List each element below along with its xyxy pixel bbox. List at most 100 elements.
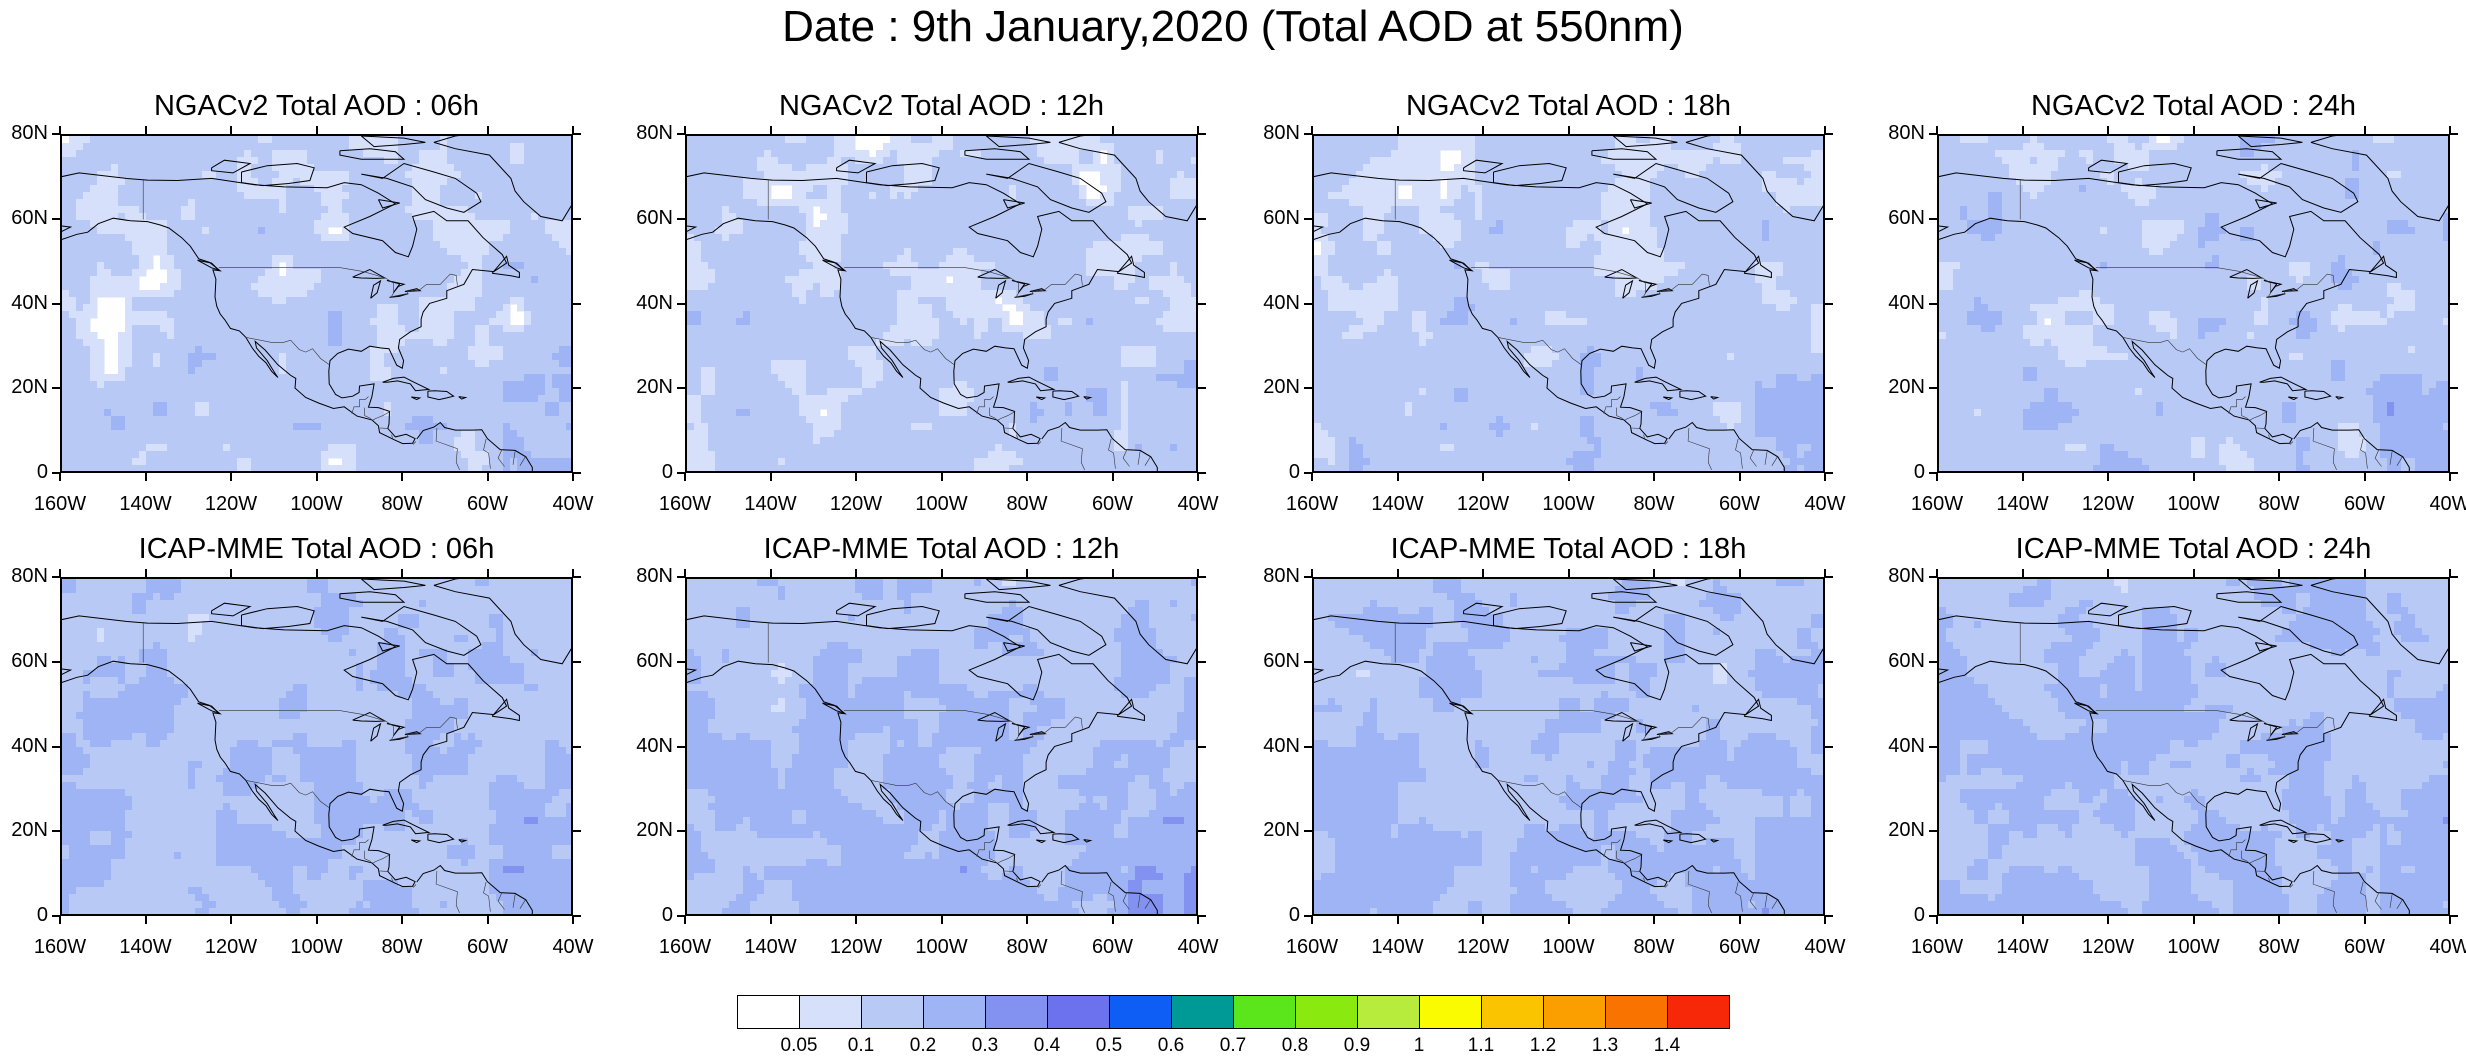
aod-cell bbox=[1163, 185, 1171, 193]
aod-cell bbox=[174, 255, 182, 263]
aod-cell bbox=[559, 388, 567, 396]
aod-cell bbox=[524, 150, 532, 158]
aod-cell bbox=[62, 241, 70, 249]
aod-cell bbox=[447, 416, 455, 424]
aod-cell bbox=[230, 381, 238, 389]
aod-cell bbox=[489, 206, 497, 214]
aod-cell bbox=[230, 220, 238, 228]
aod-cell bbox=[806, 213, 814, 221]
aod-cell bbox=[391, 339, 399, 347]
aod-cell bbox=[125, 402, 133, 410]
aod-cell bbox=[771, 143, 779, 151]
aod-cell bbox=[293, 248, 301, 256]
aod-cell bbox=[412, 269, 420, 277]
aod-cell bbox=[237, 339, 245, 347]
aod-cell bbox=[538, 304, 546, 312]
aod-cell bbox=[1065, 157, 1073, 165]
aod-cell bbox=[454, 136, 462, 144]
aod-cell bbox=[715, 185, 723, 193]
aod-cell bbox=[139, 318, 147, 326]
aod-cell bbox=[279, 437, 287, 445]
aod-cell bbox=[405, 451, 413, 459]
aod-cell bbox=[799, 220, 807, 228]
aod-cell bbox=[426, 304, 434, 312]
aod-cell bbox=[1009, 234, 1017, 242]
aod-cell bbox=[869, 185, 877, 193]
aod-cell bbox=[342, 178, 350, 186]
aod-cell bbox=[118, 416, 126, 424]
aod-cell bbox=[834, 192, 842, 200]
aod-cell bbox=[1044, 178, 1052, 186]
aod-cell bbox=[524, 227, 532, 235]
aod-cell bbox=[545, 395, 553, 403]
aod-cell bbox=[729, 171, 737, 179]
aod-cell bbox=[433, 241, 441, 249]
aod-cell bbox=[69, 402, 77, 410]
aod-cell bbox=[223, 423, 231, 431]
aod-cell bbox=[293, 262, 301, 270]
aod-cell bbox=[440, 437, 448, 445]
aod-cell bbox=[76, 437, 84, 445]
lon-tick bbox=[59, 473, 61, 481]
aod-cell bbox=[440, 311, 448, 319]
aod-cell bbox=[1142, 220, 1150, 228]
aod-cell bbox=[398, 269, 406, 277]
aod-cell bbox=[118, 346, 126, 354]
aod-cell bbox=[377, 262, 385, 270]
aod-cell bbox=[328, 276, 336, 284]
aod-cell bbox=[377, 444, 385, 452]
aod-cell bbox=[342, 325, 350, 333]
aod-cell bbox=[820, 143, 828, 151]
aod-cell bbox=[974, 192, 982, 200]
aod-cell bbox=[489, 143, 497, 151]
aod-cell bbox=[883, 192, 891, 200]
aod-cell bbox=[447, 304, 455, 312]
aod-cell bbox=[230, 143, 238, 151]
aod-cell bbox=[946, 178, 954, 186]
aod-cell bbox=[160, 360, 168, 368]
aod-cell bbox=[911, 248, 919, 256]
aod-cell bbox=[104, 402, 112, 410]
aod-cell bbox=[272, 395, 280, 403]
aod-cell bbox=[321, 199, 329, 207]
aod-cell bbox=[419, 409, 427, 417]
aod-cell bbox=[160, 388, 168, 396]
aod-cell bbox=[167, 451, 175, 459]
aod-cell bbox=[300, 290, 308, 298]
aod-cell bbox=[237, 318, 245, 326]
aod-cell bbox=[953, 262, 961, 270]
aod-cell bbox=[559, 185, 567, 193]
aod-cell bbox=[1016, 220, 1024, 228]
aod-cell bbox=[146, 339, 154, 347]
aod-cell bbox=[988, 164, 996, 172]
aod-cell bbox=[125, 206, 133, 214]
aod-cell bbox=[97, 339, 105, 347]
aod-cell bbox=[279, 276, 287, 284]
aod-cell bbox=[1002, 178, 1010, 186]
aod-cell bbox=[202, 220, 210, 228]
aod-cell bbox=[1100, 255, 1108, 263]
aod-cell bbox=[174, 143, 182, 151]
aod-cell bbox=[209, 241, 217, 249]
aod-cell bbox=[300, 360, 308, 368]
aod-cell bbox=[146, 402, 154, 410]
aod-cell bbox=[897, 157, 905, 165]
aod-cell bbox=[237, 430, 245, 438]
aod-cell bbox=[433, 192, 441, 200]
aod-cell bbox=[566, 241, 573, 249]
aod-cell bbox=[1023, 185, 1031, 193]
aod-cell bbox=[468, 332, 476, 340]
aod-cell bbox=[566, 381, 573, 389]
aod-cell bbox=[757, 262, 765, 270]
aod-cell bbox=[566, 171, 573, 179]
aod-cell bbox=[258, 472, 266, 473]
aod-cell bbox=[995, 157, 1003, 165]
aod-cell bbox=[897, 150, 905, 158]
aod-cell bbox=[883, 178, 891, 186]
aod-cell bbox=[995, 248, 1003, 256]
aod-cell bbox=[1135, 143, 1143, 151]
aod-cell bbox=[1058, 234, 1066, 242]
aod-cell bbox=[729, 185, 737, 193]
aod-cell bbox=[125, 304, 133, 312]
aod-cell bbox=[510, 248, 518, 256]
